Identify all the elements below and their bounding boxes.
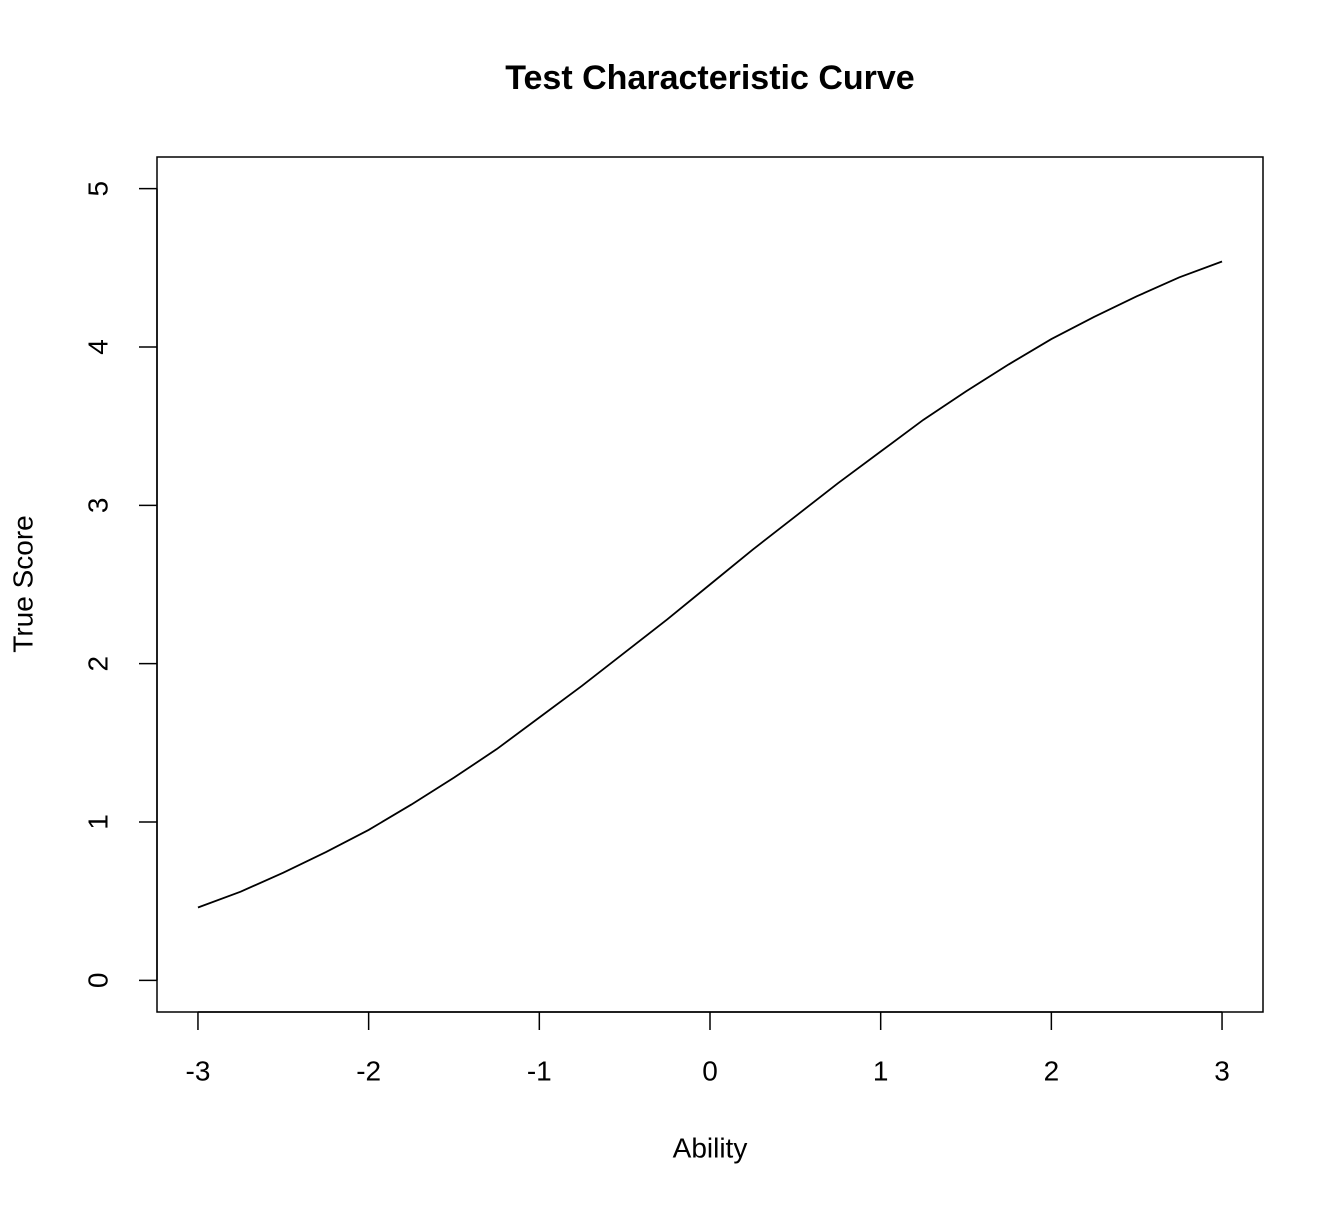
x-tick-label: 0 [702,1055,718,1086]
y-tick-label: 3 [82,498,113,514]
x-tick-label: 2 [1044,1055,1060,1086]
y-tick-label: 5 [82,181,113,197]
y-tick-label: 2 [82,656,113,672]
y-tick-label: 1 [82,814,113,830]
curve [197,260,1223,909]
x-tick-label: -1 [527,1055,552,1086]
y-axis-label: True Score [7,515,38,652]
x-tick-label: 1 [873,1055,889,1086]
x-tick-label: -3 [186,1055,211,1086]
y-tick-label: 4 [82,339,113,355]
x-tick-label: -2 [356,1055,381,1086]
x-tick-label: 3 [1214,1055,1230,1086]
x-axis-label: Ability [673,1132,748,1163]
y-tick-label: 0 [82,973,113,989]
chart-title: Test Characteristic Curve [505,59,914,97]
